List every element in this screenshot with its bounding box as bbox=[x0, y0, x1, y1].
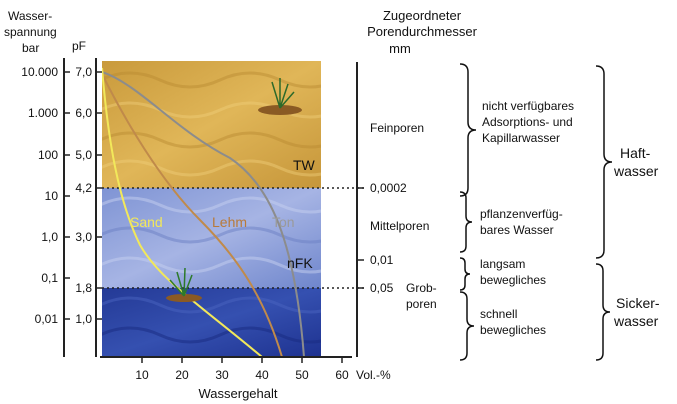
lehm-label: Lehm bbox=[212, 214, 247, 230]
tw-zone bbox=[102, 61, 321, 188]
grobporen-label: Grob- bbox=[406, 281, 437, 295]
sand-curve bbox=[102, 67, 263, 357]
right-axis: Zugeordneter Porendurchmesser mm 0,0002 … bbox=[356, 8, 478, 357]
mittelporen-label: Mittelporen bbox=[370, 219, 429, 233]
x-tick: 60 bbox=[335, 368, 349, 382]
sand-label: Sand bbox=[130, 214, 163, 230]
fast-moving-label: bewegliches bbox=[480, 323, 546, 337]
svg-text:Zugeordneter: Zugeordneter bbox=[383, 8, 462, 23]
haftwasser-label: wasser bbox=[613, 163, 659, 179]
svg-text:Wasser-: Wasser- bbox=[8, 9, 52, 23]
x-axis-label: Wassergehalt bbox=[199, 386, 278, 401]
adsorption-label: Adsorptions- und bbox=[482, 115, 573, 129]
lehm-curve bbox=[102, 73, 283, 357]
pf-tick: 1,0 bbox=[75, 312, 92, 326]
tw-label: TW bbox=[293, 157, 316, 173]
feinporen-label: Feinporen bbox=[370, 121, 424, 135]
svg-text:bar: bar bbox=[22, 41, 39, 55]
bar-tick: 1.000 bbox=[28, 106, 58, 120]
x-tick: 40 bbox=[255, 368, 269, 382]
bar-tick: 10.000 bbox=[21, 65, 58, 79]
grobporen-label: poren bbox=[406, 297, 437, 311]
x-tick: 50 bbox=[295, 368, 309, 382]
nfk-label: nFK bbox=[287, 255, 313, 271]
slow-moving-label: langsam bbox=[480, 257, 525, 271]
plant-available-label: bares Wasser bbox=[480, 223, 554, 237]
bar-tick: 0,01 bbox=[35, 312, 59, 326]
sickerwasser-label: Sicker- bbox=[616, 295, 660, 311]
x-axis: 10 20 30 40 50 60 Vol.-% Wassergehalt bbox=[100, 356, 391, 401]
pf-tick: 3,0 bbox=[75, 230, 92, 244]
x-unit: Vol.-% bbox=[356, 368, 391, 382]
pf-tick: 4,2 bbox=[75, 181, 92, 195]
svg-text:spannung: spannung bbox=[4, 25, 57, 39]
fast-moving-label: schnell bbox=[480, 307, 517, 321]
pf-tick: 5,0 bbox=[75, 148, 92, 162]
haftwasser-label: Haft- bbox=[620, 145, 651, 161]
plant-icon-bottom bbox=[166, 267, 202, 302]
bar-tick: 10 bbox=[45, 189, 59, 203]
bar-tick: 0,1 bbox=[41, 271, 58, 285]
adsorption-label: nicht verfügbares bbox=[482, 99, 574, 113]
plant-available-label: pflanzenverfüg- bbox=[480, 207, 563, 221]
pf-tick: 7,0 bbox=[75, 65, 92, 79]
bar-tick: 1,0 bbox=[41, 230, 58, 244]
svg-text:Porendurchmesser: Porendurchmesser bbox=[367, 24, 477, 39]
x-tick: 20 bbox=[175, 368, 189, 382]
left-axis: Wasser- spannung bar pF 10.000 1.000 100… bbox=[4, 9, 102, 357]
slow-moving-label: bewegliches bbox=[480, 273, 546, 287]
ton-curve bbox=[102, 71, 305, 357]
adsorption-label: Kapillarwasser bbox=[482, 131, 560, 145]
pore-tick: 0,01 bbox=[370, 253, 394, 267]
x-tick: 10 bbox=[135, 368, 149, 382]
water-type-braces bbox=[459, 63, 613, 361]
plant-icon-top bbox=[258, 78, 302, 115]
sickerwasser-label: wasser bbox=[613, 313, 659, 329]
pf-tick: 1,8 bbox=[75, 281, 92, 295]
svg-text:pF: pF bbox=[72, 39, 86, 53]
svg-text:mm: mm bbox=[389, 41, 411, 56]
bar-tick: 100 bbox=[38, 148, 58, 162]
pf-tick: 6,0 bbox=[75, 106, 92, 120]
ton-label: Ton bbox=[272, 214, 295, 230]
pore-tick: 0,05 bbox=[370, 281, 394, 295]
soil-texture bbox=[102, 71, 321, 344]
pore-tick: 0,0002 bbox=[370, 181, 407, 195]
x-tick: 30 bbox=[215, 368, 229, 382]
